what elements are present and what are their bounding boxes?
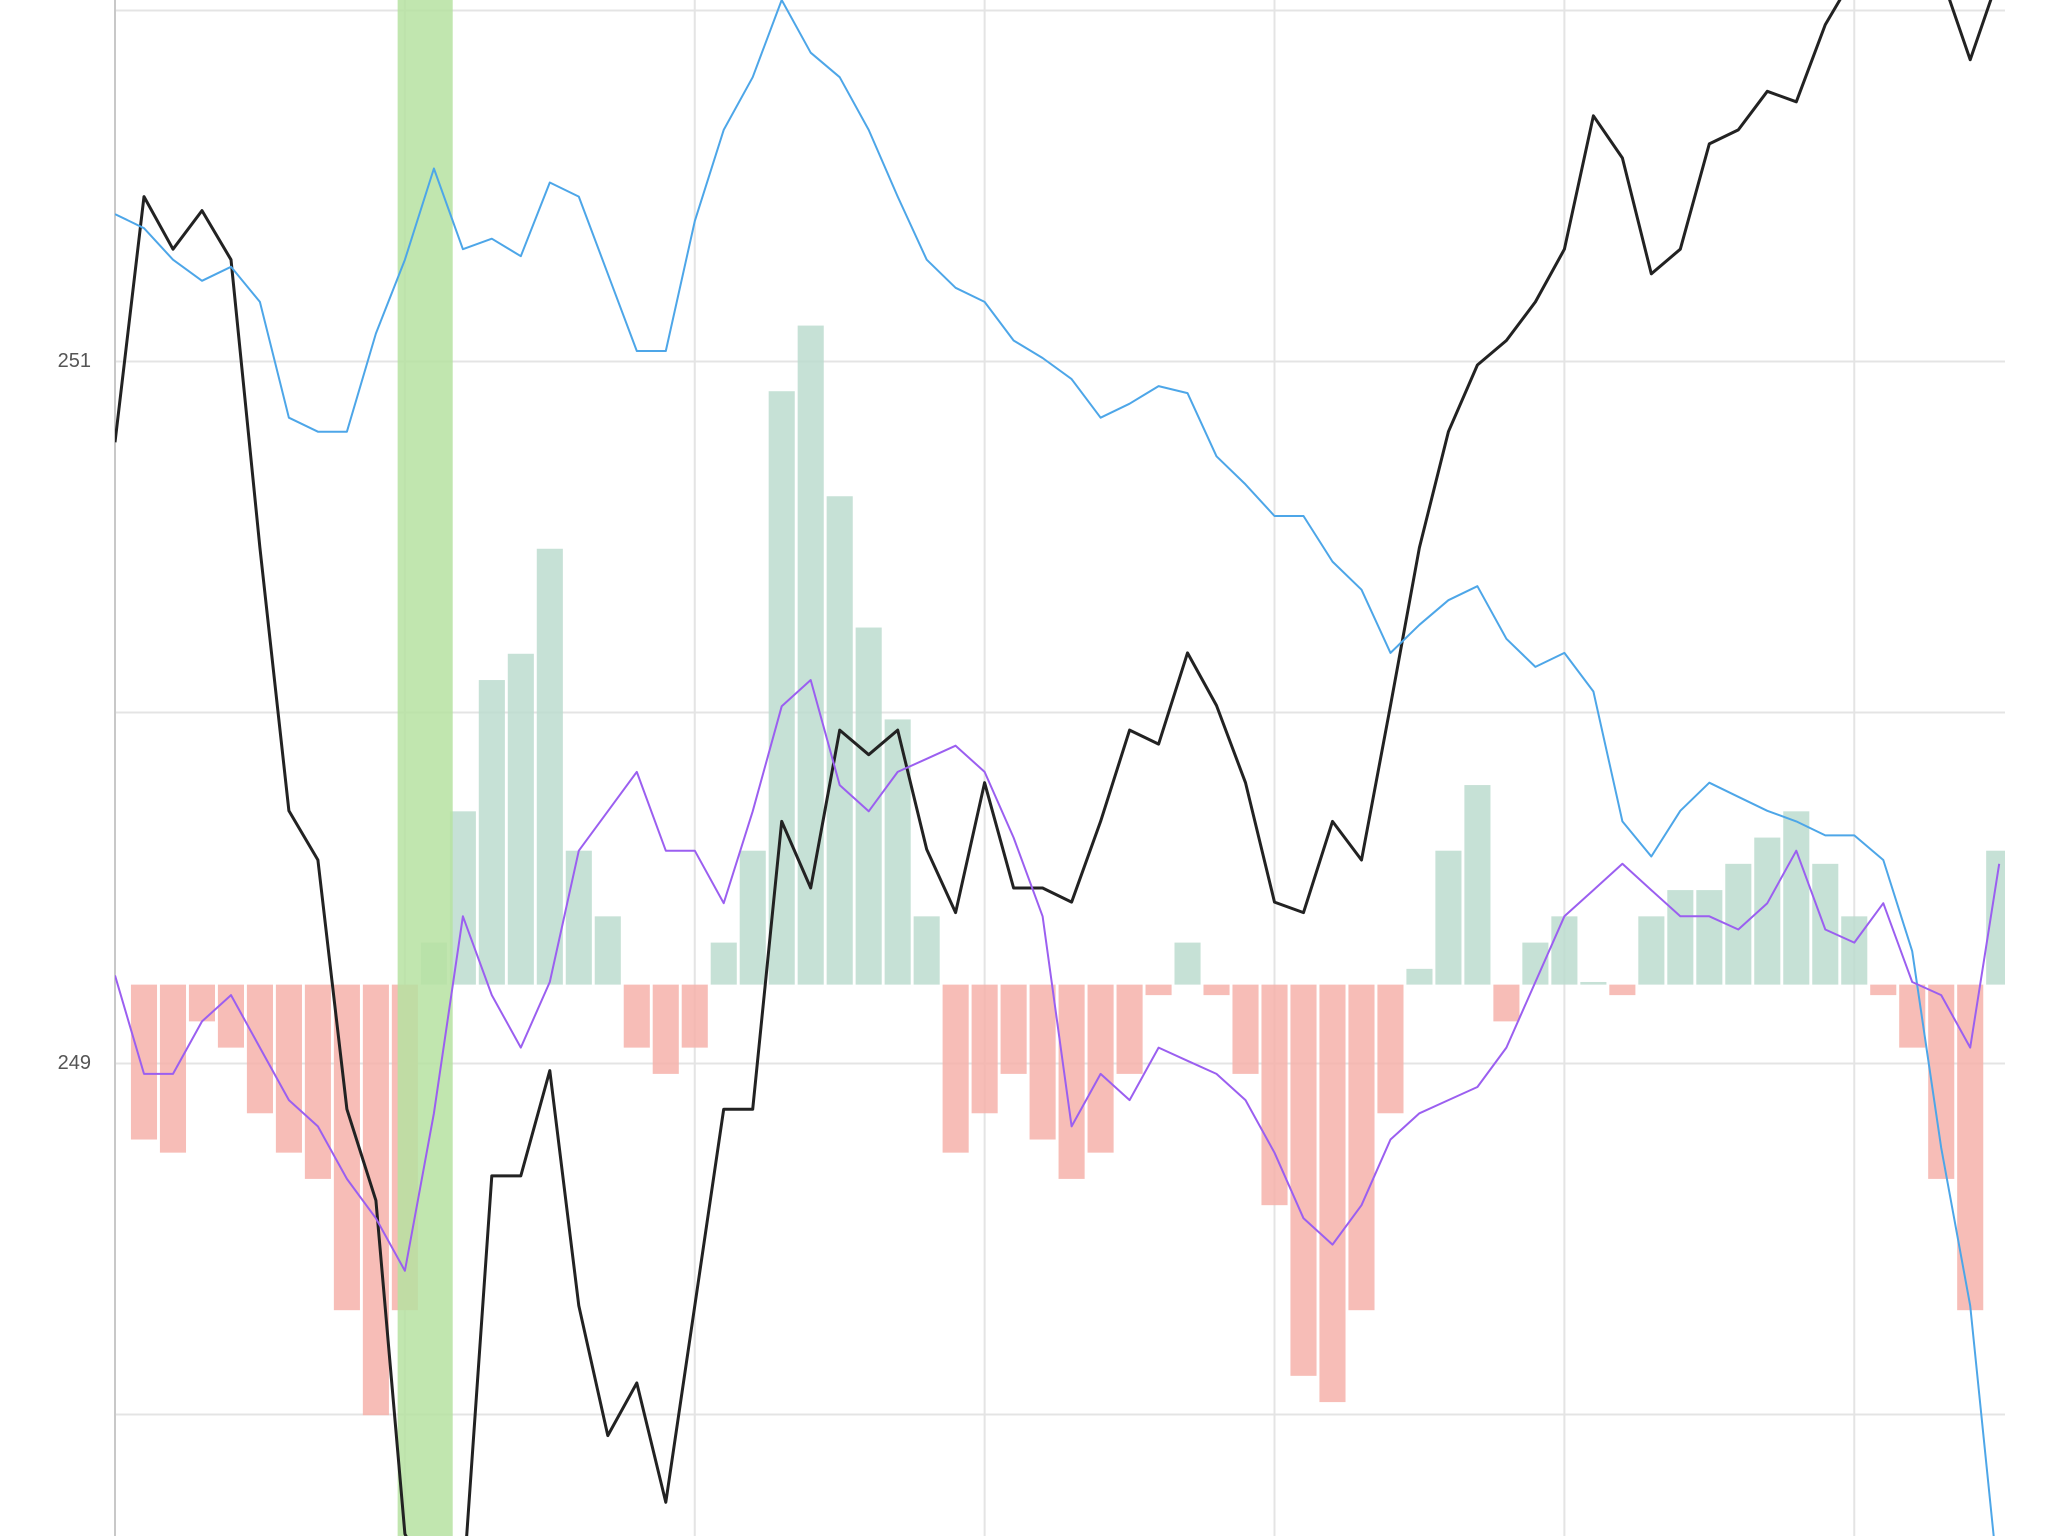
series-line [115, 0, 1993, 1536]
histogram-bar [1667, 890, 1694, 985]
histogram-bar [1116, 984, 1143, 1074]
histogram-bar [623, 984, 650, 1048]
histogram-bar [1580, 981, 1607, 985]
histogram-bar [1725, 863, 1752, 985]
histogram-bar [913, 916, 940, 985]
histogram-bar [1783, 811, 1810, 985]
histogram-bar [1058, 984, 1085, 1179]
histogram-bar [1174, 942, 1201, 985]
histogram-bar [768, 391, 795, 985]
histogram-bar [1464, 785, 1491, 985]
histogram-bar [188, 984, 216, 1022]
histogram-bar [217, 984, 244, 1048]
plot-area [115, 0, 2005, 1536]
histogram-bar [739, 850, 766, 985]
histogram-bar [681, 984, 708, 1048]
histogram-bar [594, 916, 621, 985]
histogram-bar [449, 811, 476, 985]
histogram-bar [1029, 984, 1056, 1140]
histogram-bar [1087, 984, 1114, 1153]
histogram-bar [1145, 984, 1172, 996]
histogram-bar [1841, 916, 1868, 985]
histogram-bar [942, 984, 969, 1153]
histogram-bar [1406, 968, 1433, 985]
histogram-bar [884, 719, 911, 985]
series-line [115, 0, 1995, 1536]
histogram-bar [1290, 984, 1317, 1376]
histogram-bar [855, 627, 882, 985]
histogram-bar [1493, 984, 1520, 1022]
histogram-bar [159, 984, 187, 1153]
histogram-bar [565, 850, 592, 985]
histogram-bar [797, 325, 824, 985]
histogram-bar [1000, 984, 1027, 1074]
histogram-bar [1203, 984, 1230, 996]
y-tick-label: 249 [58, 1052, 91, 1074]
histogram-bar [826, 496, 853, 985]
histogram-bar [275, 984, 302, 1153]
histogram-bar [1696, 890, 1723, 985]
histogram-bar [507, 653, 534, 985]
histogram-bar [652, 984, 679, 1074]
histogram-bar [1435, 850, 1462, 985]
histogram-bar [130, 984, 158, 1140]
histogram-bar [1812, 863, 1839, 985]
histogram-bar [1870, 984, 1897, 996]
histogram-bar [304, 984, 331, 1179]
histogram-bar [1986, 850, 2005, 985]
histogram-bar [710, 942, 737, 985]
histogram-bar [1319, 984, 1346, 1403]
series-line [115, 679, 2001, 1272]
highlight-band [397, 0, 453, 1536]
histogram-bar [1348, 984, 1375, 1311]
histogram-bar [1551, 916, 1578, 985]
histogram-bar [1609, 984, 1636, 996]
histogram-bar [971, 984, 998, 1114]
histogram-bar [536, 548, 563, 985]
y-tick-label: 251 [58, 350, 91, 372]
histogram-bar [1638, 916, 1665, 985]
histogram-bar [1261, 984, 1288, 1206]
histogram-bar [478, 680, 505, 985]
histogram-bar [1377, 984, 1404, 1114]
histogram-bar [1232, 984, 1259, 1074]
